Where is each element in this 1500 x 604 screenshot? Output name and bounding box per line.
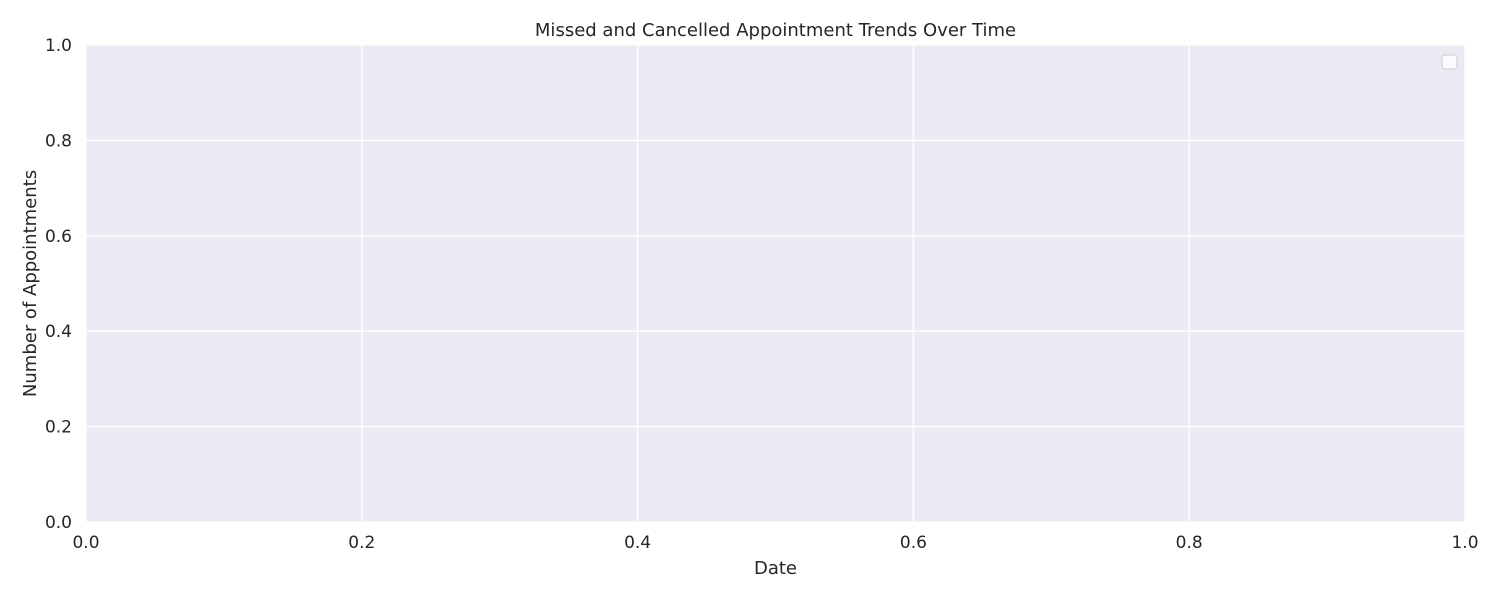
x-tick-label: 0.6 [900,533,927,553]
y-tick-label: 0.0 [45,513,72,533]
y-tick-label: 0.2 [45,418,72,438]
legend-box [1441,54,1458,70]
x-tick-label: 0.2 [348,533,375,553]
plot-area [86,45,1465,522]
x-tick-label: 0.8 [1176,533,1203,553]
y-axis-label: Number of Appointments [20,170,41,397]
x-axis-ticks: 0.0 0.2 0.4 0.6 0.8 1.0 [72,533,1478,553]
chart-title: Missed and Cancelled Appointment Trends … [535,20,1016,41]
y-tick-label: 1.0 [45,36,72,56]
grid-lines [85,44,1466,523]
x-tick-label: 1.0 [1451,533,1478,553]
x-tick-label: 0.4 [624,533,651,553]
x-axis-label: Date [754,558,797,579]
y-tick-label: 0.4 [45,322,72,342]
y-tick-label: 0.6 [45,227,72,247]
x-tick-label: 0.0 [72,533,99,553]
y-tick-label: 0.8 [45,131,72,151]
y-axis-ticks: 0.0 0.2 0.4 0.6 0.8 1.0 [45,36,72,533]
